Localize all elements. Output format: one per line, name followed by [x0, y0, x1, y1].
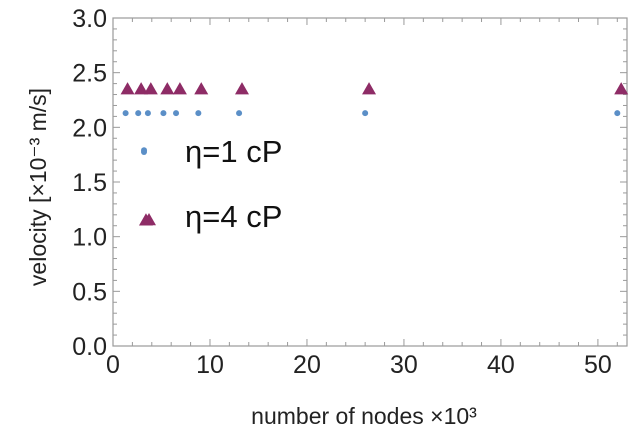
data-point-circle: [122, 110, 129, 117]
x-tick-label: 30: [390, 351, 418, 379]
x-tick-label: 40: [487, 351, 515, 379]
y-tick-label: 0.5: [72, 278, 107, 306]
x-tick-label: 10: [196, 351, 224, 379]
plot-frame: [112, 17, 628, 347]
data-point-circle: [195, 110, 202, 117]
data-point-triangle: [120, 82, 135, 95]
x-tick-label: 0: [106, 351, 120, 379]
data-point-circle: [144, 110, 151, 117]
data-point-circle: [614, 110, 621, 117]
legend: η=1 cP η=4 cP: [141, 134, 282, 234]
data-point-circle: [362, 110, 369, 117]
data-point-circle: [160, 110, 167, 117]
data-point-triangle: [614, 82, 629, 95]
data-point-triangle: [362, 82, 377, 95]
data-point-triangle: [134, 82, 149, 95]
legend-label: η=4 cP: [185, 199, 282, 234]
data-point-circle: [141, 149, 147, 155]
data-point-circle: [135, 110, 142, 117]
legend-label: η=1 cP: [185, 134, 282, 169]
axes: [112, 17, 628, 347]
x-axis-title: number of nodes ×10³: [251, 403, 477, 429]
data-point-triangle: [172, 82, 187, 95]
data-point-triangle: [143, 82, 158, 95]
data-point-triangle: [142, 213, 156, 226]
data-point-circle: [173, 110, 180, 117]
x-tick-label: 50: [584, 351, 612, 379]
y-tick-label: 0.0: [72, 333, 107, 361]
y-tick-label: 2.0: [72, 114, 107, 142]
x-tick-label: 20: [293, 351, 321, 379]
y-tick-label: 3.0: [72, 5, 107, 33]
y-tick-label: 2.5: [72, 60, 107, 88]
data-point-circle: [236, 110, 243, 117]
y-axis-ticks: 0.0 0.5 1.0 1.5 2.0 2.5 3.0: [72, 5, 107, 361]
data-point-triangle: [234, 82, 249, 95]
y-tick-label: 1.0: [72, 224, 107, 252]
data-point-triangle: [160, 82, 175, 95]
y-tick-label: 1.5: [72, 169, 107, 197]
data-point-triangle: [194, 82, 209, 95]
y-axis-title: velocity [×10⁻³ m/s]: [25, 88, 51, 286]
x-axis-ticks: 0 10 20 30 40 50: [106, 351, 612, 379]
